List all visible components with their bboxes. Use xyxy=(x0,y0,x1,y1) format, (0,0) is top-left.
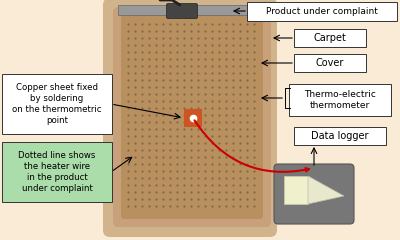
FancyBboxPatch shape xyxy=(274,164,354,224)
FancyBboxPatch shape xyxy=(247,2,397,21)
Text: Carpet: Carpet xyxy=(314,33,346,43)
Text: Dotted line shows
the heater wire
in the product
under complaint: Dotted line shows the heater wire in the… xyxy=(18,151,96,193)
Text: Cover: Cover xyxy=(316,58,344,68)
Polygon shape xyxy=(308,176,344,204)
FancyBboxPatch shape xyxy=(294,54,366,72)
FancyBboxPatch shape xyxy=(166,4,198,18)
Text: Data logger: Data logger xyxy=(311,131,369,141)
FancyBboxPatch shape xyxy=(103,0,277,237)
FancyBboxPatch shape xyxy=(113,7,271,227)
FancyBboxPatch shape xyxy=(2,74,112,134)
FancyArrowPatch shape xyxy=(194,120,309,172)
FancyBboxPatch shape xyxy=(294,29,366,47)
Text: Thermo-electric
thermometer: Thermo-electric thermometer xyxy=(304,90,376,110)
Bar xyxy=(284,176,308,204)
Bar xyxy=(184,109,202,127)
FancyBboxPatch shape xyxy=(289,84,391,116)
FancyBboxPatch shape xyxy=(121,15,263,219)
FancyBboxPatch shape xyxy=(294,127,386,145)
Bar xyxy=(118,5,273,15)
Text: Copper sheet fixed
by soldering
on the thermometric
point: Copper sheet fixed by soldering on the t… xyxy=(12,83,102,125)
FancyBboxPatch shape xyxy=(2,142,112,202)
Text: Product under complaint: Product under complaint xyxy=(266,7,378,16)
